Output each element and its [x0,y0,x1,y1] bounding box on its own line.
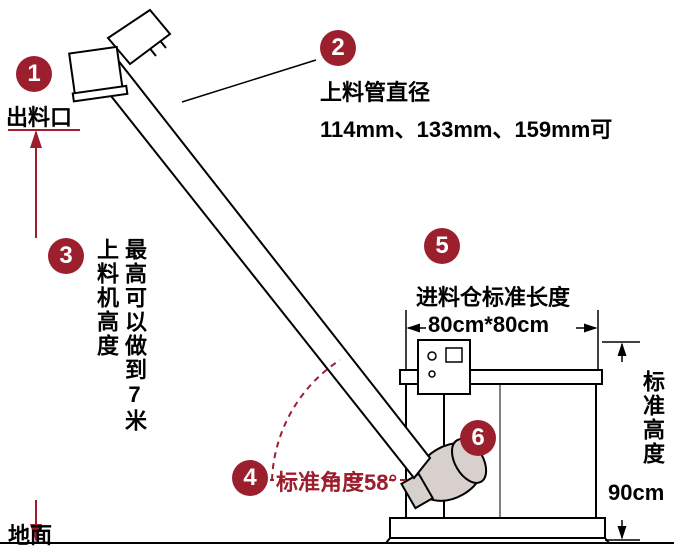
label-outlet: 出料口 [6,100,72,132]
leader-2 [182,60,316,102]
label-max-height: 最高可以做到7米 [118,238,150,433]
dim-height-left [8,130,80,540]
badge-3: 3 [48,238,84,274]
label-tube-diameter-values: 114mm、133mm、159mm可 [320,112,612,144]
label-ground: 地面 [8,518,52,550]
label-hopper-length-title: 进料仓标准长度 [416,280,570,312]
badge-6: 6 [460,420,496,456]
badge-4: 4 [232,460,268,496]
angle-arc [272,360,340,480]
label-tube-diameter-title: 上料管直径 [320,75,430,107]
label-std-height-value: 90cm [608,480,664,506]
base-frame [390,518,605,538]
label-hopper-length-value: 80cm*80cm [428,312,549,338]
control-panel [418,340,470,394]
label-std-height-title: 标准高度 [636,370,668,466]
badge-1: 1 [16,56,52,92]
dim-hopper-height [602,342,640,540]
label-angle: 标准角度58° [276,465,397,497]
badge-5: 5 [424,228,460,264]
badge-2: 2 [320,30,356,66]
